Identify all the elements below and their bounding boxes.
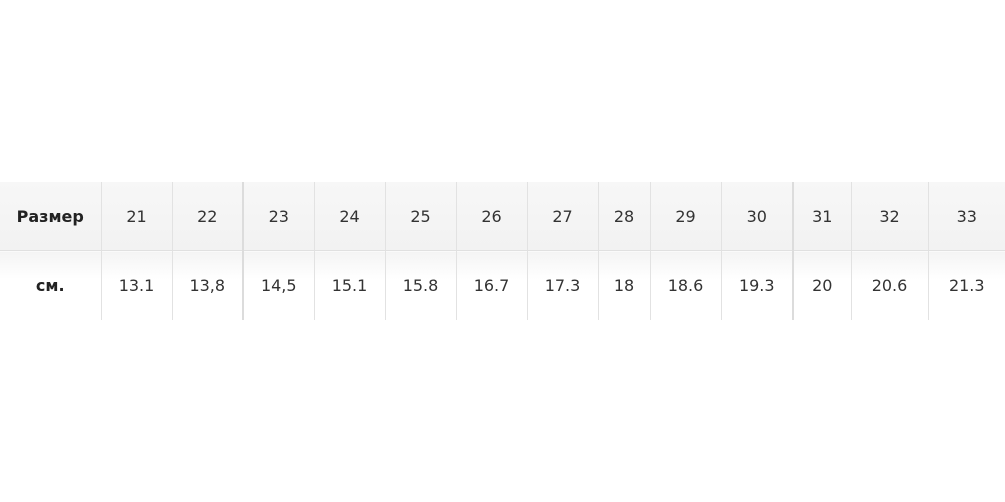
size-cell: 31 — [792, 182, 851, 251]
size-cell: 27 — [526, 182, 598, 251]
size-row: Размер 21 22 23 24 25 26 27 28 29 30 31 … — [0, 182, 1005, 251]
size-cell: 32 — [850, 182, 928, 251]
cm-cell: 20 — [792, 250, 851, 320]
size-cell: 33 — [927, 182, 1005, 251]
cm-cell: 16.7 — [455, 250, 527, 320]
size-cell: 24 — [313, 182, 385, 251]
cm-cell: 15.1 — [313, 250, 385, 320]
size-cell: 22 — [171, 182, 243, 251]
cm-cell: 19.3 — [720, 250, 793, 320]
size-cell: 29 — [649, 182, 721, 251]
cm-row: см. 13.1 13,8 14,5 15.1 15.8 16.7 17.3 1… — [0, 250, 1005, 320]
cm-row-label: см. — [0, 250, 101, 320]
size-cell: 23 — [242, 182, 314, 251]
cm-cell: 18 — [597, 250, 650, 320]
cm-cell: 18.6 — [649, 250, 721, 320]
cm-cell: 20.6 — [850, 250, 928, 320]
cm-cell: 15.8 — [384, 250, 456, 320]
size-cell: 25 — [384, 182, 456, 251]
cm-cell: 21.3 — [927, 250, 1005, 320]
size-chart-table: Размер 21 22 23 24 25 26 27 28 29 30 31 … — [0, 182, 1005, 320]
size-cell: 21 — [100, 182, 172, 251]
cm-cell: 13,8 — [171, 250, 243, 320]
cm-cell: 14,5 — [242, 250, 314, 320]
cm-cell: 13.1 — [100, 250, 172, 320]
size-cell: 28 — [597, 182, 650, 251]
cm-cell: 17.3 — [526, 250, 598, 320]
size-header-label: Размер — [0, 182, 101, 251]
size-cell: 26 — [455, 182, 527, 251]
size-cell: 30 — [720, 182, 793, 251]
